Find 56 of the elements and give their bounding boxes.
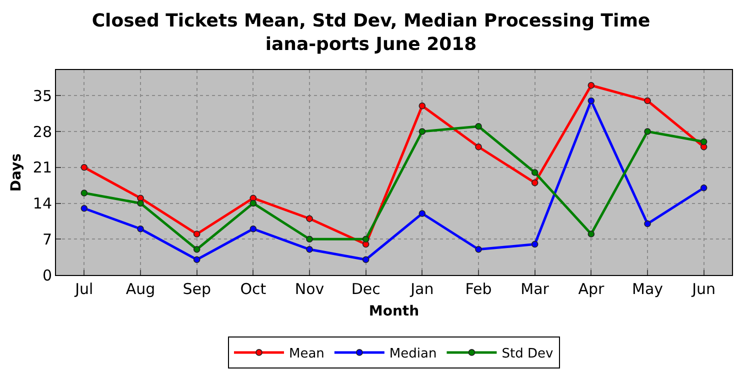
point — [418, 210, 426, 217]
y-axis-title: Days — [8, 153, 25, 192]
x-tick-label: Feb — [465, 280, 492, 298]
point — [531, 240, 538, 248]
point — [475, 246, 482, 253]
point — [475, 143, 482, 150]
point — [250, 200, 257, 207]
x-tick-label: May — [632, 280, 664, 298]
x-tick-label: Jul — [74, 280, 94, 298]
point — [80, 204, 88, 212]
point — [644, 128, 651, 135]
point — [531, 179, 538, 186]
point — [644, 220, 651, 228]
chart-title: Closed Tickets Mean, Std Dev, Median Processing Time iana-ports June 2018 — [92, 10, 650, 55]
point — [193, 246, 200, 253]
legend-label: Std Dev — [502, 346, 554, 362]
x-tick-label: Nov — [294, 280, 324, 298]
point — [137, 225, 144, 232]
point — [193, 256, 200, 264]
point — [250, 225, 257, 232]
x-tick-label: Jun — [691, 280, 716, 298]
legend-label: Median — [389, 346, 437, 362]
point — [80, 190, 88, 196]
x-tick-label: Aug — [126, 280, 156, 298]
x-tick-label: Dec — [351, 280, 380, 298]
point — [137, 200, 144, 207]
y-tick-label: 14 — [32, 194, 52, 212]
point — [80, 164, 88, 171]
point — [362, 236, 370, 243]
point — [588, 230, 595, 238]
point — [362, 256, 370, 264]
legend-label: Mean — [289, 346, 324, 362]
y-tick-label: 28 — [32, 122, 52, 141]
point — [644, 97, 651, 104]
point — [700, 184, 708, 192]
point — [531, 169, 538, 176]
point — [418, 128, 426, 135]
x-tick-label: Sep — [182, 280, 211, 298]
x-axis-title: Month — [368, 303, 420, 320]
x-tick-label: Jan — [410, 280, 434, 298]
point — [306, 236, 313, 243]
point — [475, 122, 482, 130]
y-tick-label: 0 — [42, 266, 52, 284]
x-tick-label: Oct — [240, 280, 266, 298]
point — [418, 102, 426, 110]
x-tick-label: Apr — [578, 280, 605, 298]
point — [193, 230, 200, 238]
point — [588, 97, 595, 104]
y-tick-label: 7 — [42, 230, 52, 248]
point — [588, 82, 595, 89]
point — [306, 246, 313, 253]
point — [700, 138, 708, 146]
point — [306, 215, 313, 222]
y-tick-label: 21 — [32, 158, 52, 177]
x-tick-label: Mar — [520, 280, 550, 298]
y-tick-label: 35 — [32, 86, 52, 105]
